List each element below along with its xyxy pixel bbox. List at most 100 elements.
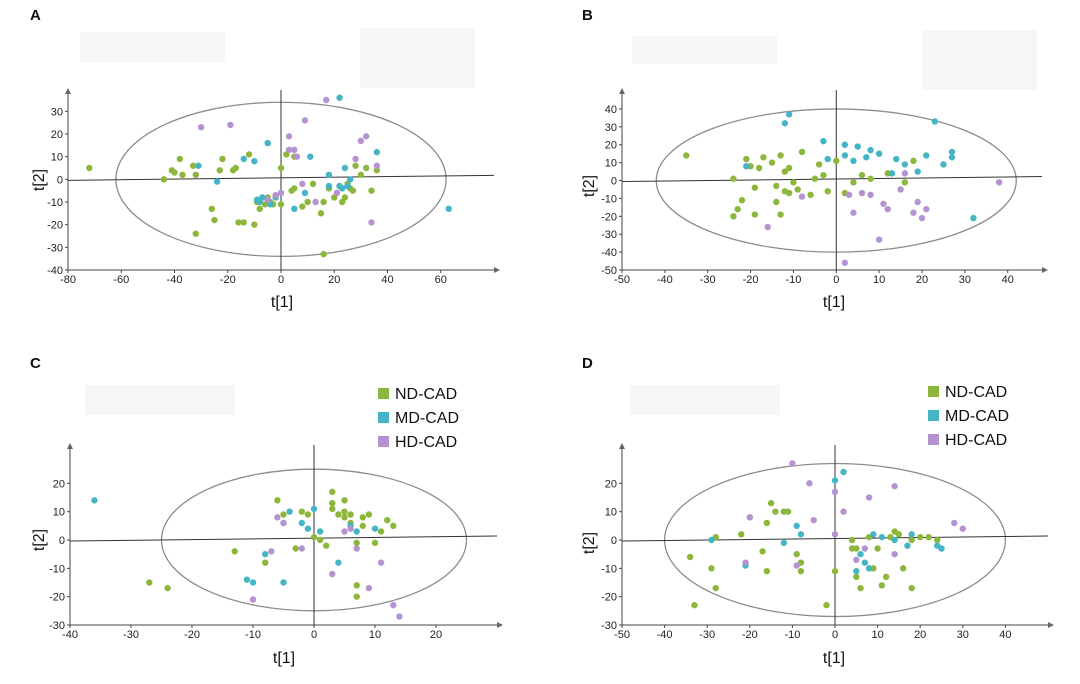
- x-tick-label: -40: [62, 629, 78, 641]
- y-tick-label: 0: [59, 535, 65, 547]
- data-point-nd-cad: [853, 545, 860, 552]
- x-tick-label: 20: [916, 274, 928, 286]
- y-tick-label: 30: [51, 106, 63, 118]
- data-point-nd-cad: [232, 164, 239, 172]
- data-point-nd-cad: [824, 188, 831, 195]
- data-point-nd-cad: [833, 157, 840, 165]
- x-tick-label: -20: [220, 274, 236, 286]
- data-point-md-cad: [904, 542, 911, 549]
- data-point-nd-cad: [934, 536, 941, 544]
- data-point-nd-cad: [793, 550, 800, 558]
- data-point-hd-cad: [363, 133, 370, 140]
- data-point-md-cad: [291, 205, 298, 212]
- data-point-nd-cad: [349, 187, 357, 194]
- data-point-md-cad: [264, 139, 271, 147]
- data-point-md-cad: [970, 214, 977, 222]
- legend-label: HD-CAD: [395, 434, 457, 451]
- panel-b: B -50 -40 -30 -20 -10 0 10 20 30 40 -50 -40 -30 -20 -1…: [581, 7, 1048, 311]
- data-point-hd-cad: [227, 121, 234, 129]
- data-point-nd-cad: [341, 514, 348, 521]
- data-point-nd-cad: [798, 148, 806, 156]
- data-point-md-cad: [347, 176, 354, 183]
- data-point-hd-cad: [293, 153, 301, 160]
- y-tick-label: -20: [601, 211, 617, 223]
- data-point-md-cad: [841, 141, 849, 148]
- x-tick-label: -30: [123, 629, 139, 641]
- watermark-block: [632, 36, 777, 64]
- data-point-md-cad: [840, 468, 847, 476]
- data-point-nd-cad: [373, 167, 381, 174]
- data-point-md-cad: [286, 508, 293, 515]
- data-point-nd-cad: [299, 203, 306, 210]
- data-point-nd-cad: [773, 182, 780, 190]
- x-tick-label: 40: [1002, 274, 1014, 286]
- y-axis-title: t[2]: [581, 532, 598, 554]
- data-point-md-cad: [824, 155, 831, 163]
- data-point-nd-cad: [768, 159, 776, 166]
- data-point-nd-cad: [763, 567, 771, 575]
- data-point-md-cad: [325, 171, 333, 178]
- data-point-hd-cad: [390, 601, 397, 609]
- data-point-hd-cad: [910, 209, 917, 216]
- data-point-md-cad: [445, 205, 452, 212]
- data-point-md-cad: [310, 505, 318, 513]
- data-point-nd-cad: [291, 185, 298, 192]
- data-point-hd-cad: [312, 198, 319, 206]
- x-tick-label: -40: [167, 274, 183, 286]
- data-point-nd-cad: [323, 542, 330, 549]
- data-point-nd-cad: [390, 522, 397, 530]
- data-point-nd-cad: [874, 545, 881, 552]
- data-point-nd-cad: [857, 584, 864, 592]
- panel-letter: B: [582, 7, 593, 24]
- data-point-nd-cad: [784, 508, 792, 515]
- y-tick-label: 10: [53, 507, 65, 519]
- x-tick-label: -40: [657, 274, 673, 286]
- data-point-hd-cad: [301, 117, 309, 124]
- data-point-hd-cad: [329, 570, 336, 578]
- data-point-nd-cad: [365, 511, 373, 518]
- legend-swatch: [378, 436, 389, 447]
- data-point-nd-cad: [850, 179, 857, 186]
- y-tick-label: 10: [51, 152, 63, 164]
- data-point-hd-cad: [923, 205, 930, 213]
- data-point-nd-cad: [368, 187, 375, 194]
- data-point-md-cad: [785, 111, 793, 118]
- data-point-hd-cad: [396, 613, 403, 620]
- data-point-md-cad: [948, 154, 956, 161]
- panel-d: D -50 -40 -30 -20 -10 0 10 20 30 40 -30 -20 -10 0 10 20…: [581, 355, 1054, 667]
- y-tick-label: 40: [605, 104, 617, 116]
- data-point-md-cad: [373, 148, 381, 156]
- panel-a: A -80 -60 -40 -20 0 20 40 60 -40 -30 -20 -10 0 10 20 30…: [30, 7, 500, 311]
- y-tick-label: -10: [601, 563, 617, 575]
- data-point-md-cad: [298, 519, 305, 527]
- data-point-nd-cad: [277, 164, 285, 172]
- axes: -50 -40 -30 -20 -10 0 10 20 30 40 -50 -40 -30 -20 -10 0…: [601, 88, 1048, 286]
- data-point-nd-cad: [245, 151, 253, 158]
- data-point-nd-cad: [256, 205, 263, 212]
- data-point-hd-cad: [249, 596, 257, 603]
- data-point-hd-cad: [352, 155, 359, 163]
- data-point-nd-cad: [925, 533, 932, 541]
- x-tick-label: -20: [742, 629, 758, 641]
- y-tick-label: -50: [601, 265, 617, 277]
- y-tick-label: -20: [49, 592, 65, 604]
- data-point-md-cad: [316, 528, 324, 535]
- data-point-hd-cad: [850, 209, 857, 216]
- data-point-nd-cad: [353, 582, 360, 589]
- y-tick-label: -30: [601, 620, 617, 632]
- x-tick-label: -30: [700, 274, 716, 286]
- y-tick-label: 20: [605, 140, 617, 152]
- legend-swatch: [378, 388, 389, 399]
- data-point-nd-cad: [901, 179, 909, 186]
- x-tick-label: -50: [614, 274, 630, 286]
- data-point-nd-cad: [329, 505, 336, 513]
- legend-swatch: [928, 410, 939, 421]
- x-axis-title: t[1]: [271, 294, 293, 311]
- data-point-md-cad: [940, 161, 947, 168]
- x-axis-arrow: [494, 267, 500, 273]
- data-point-md-cad: [243, 576, 251, 583]
- legend-swatch: [928, 386, 939, 397]
- data-point-md-cad: [781, 120, 789, 127]
- data-point-hd-cad: [831, 531, 839, 538]
